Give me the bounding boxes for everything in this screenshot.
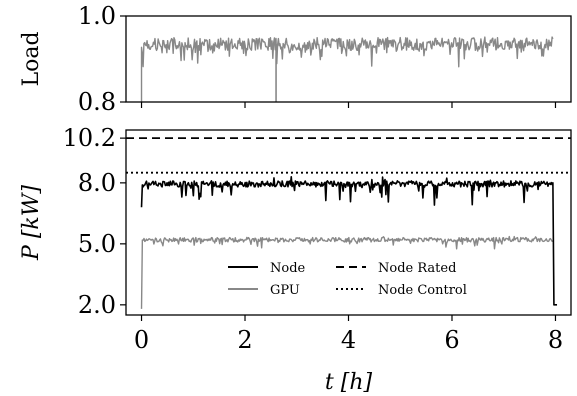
- top-panel-load: 0.8 1.0 Load: [19, 2, 572, 116]
- legend-label: GPU: [270, 283, 300, 298]
- x-tick-label: 4: [341, 326, 356, 354]
- x-tick-label: 8: [548, 326, 563, 354]
- y-tick-label: 8.0: [78, 169, 116, 197]
- bottom-panel-power: 2.05.08.010.20 2 4 6 8P [kW]t [h]NodeGPUNode…: [19, 124, 572, 395]
- y-tick-label: 5.0: [78, 230, 116, 258]
- x-axis-label: t [h]: [325, 370, 373, 395]
- x-tick-label: 2: [237, 326, 252, 354]
- legend-label: Node Control: [378, 283, 467, 298]
- legend-label: Node: [270, 261, 306, 276]
- y-tick-label: 10.2: [63, 124, 116, 152]
- legend: Node GPU Node Rated Node Control: [228, 261, 467, 298]
- x-tick-label: 0: [134, 326, 149, 354]
- y-tick-label: 2.0: [78, 291, 116, 319]
- plot-area: [126, 137, 571, 309]
- series-node: [140, 175, 558, 306]
- series-load: [140, 36, 554, 102]
- y-tick-label: 0.8: [78, 88, 116, 116]
- x-tick-label: 6: [444, 326, 459, 354]
- axes-frame: [125, 129, 572, 316]
- y-axis-label: Load: [19, 31, 44, 86]
- y-axis-label: P [kW]: [19, 185, 44, 261]
- series-gpu: [140, 235, 554, 309]
- legend-label: Node Rated: [378, 261, 456, 276]
- y-tick-label: 1.0: [78, 2, 116, 30]
- plot-area: [140, 36, 554, 102]
